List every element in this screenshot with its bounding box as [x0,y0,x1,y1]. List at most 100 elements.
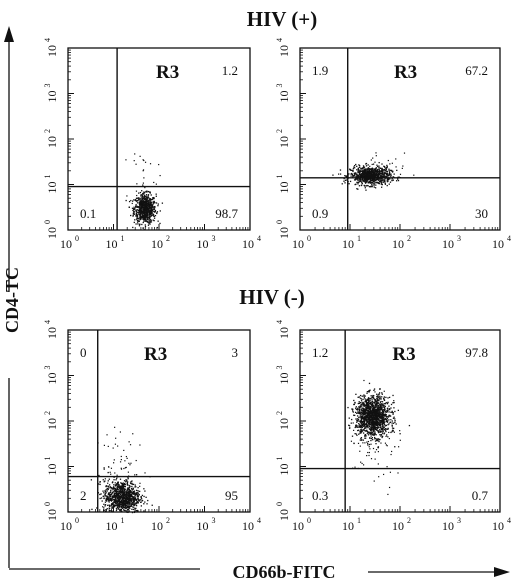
event-dot [133,504,135,506]
event-dot [125,500,128,503]
event-dot [118,504,120,506]
event-dot [110,495,112,497]
event-dot [361,174,363,176]
event-dot [142,227,144,229]
event-dot [379,171,381,174]
event-dot [363,427,366,430]
x-tick-exponent: 1 [357,234,361,243]
event-dot [131,495,134,498]
event-dot [387,409,389,411]
event-dot [140,496,142,498]
event-dot [120,458,122,461]
event-dot [109,487,111,489]
event-dot [141,204,143,206]
event-dot [372,171,374,174]
event-dot [116,484,118,486]
event-dot [124,488,126,491]
event-dot [359,450,361,452]
event-dot [120,467,122,469]
event-dot [150,221,153,223]
event-dot [124,491,126,494]
event-dot [361,417,363,420]
event-dot [387,401,389,404]
event-dot [344,179,347,182]
event-dot [371,420,373,422]
x-tick-label: 10 [242,519,254,533]
event-dot [139,499,141,501]
event-dot [131,497,133,500]
event-dot [114,497,117,499]
event-dot [387,493,389,496]
event-dot [136,205,138,207]
event-dot [142,169,145,171]
event-dot [374,438,376,440]
event-dot [374,425,376,427]
event-dot [115,500,117,503]
event-dot [371,404,374,407]
event-dot [107,482,109,484]
event-dot [395,180,398,182]
event-dot [360,168,362,170]
event-dot [377,451,379,453]
event-dot [137,212,140,214]
event-dot [365,435,367,437]
event-dot [135,459,137,462]
event-dot [137,197,139,199]
event-dot [382,421,385,424]
event-dot [126,457,128,459]
event-dot [111,510,113,512]
event-dot [153,219,155,222]
event-dot [371,175,373,177]
event-dot [148,208,150,210]
event-dot [360,184,363,186]
event-dot [363,413,366,416]
event-dot [129,493,132,496]
event-dot [135,507,137,509]
event-dot [348,424,350,426]
event-dot [372,176,375,178]
event-dot [115,502,117,505]
event-dot [366,455,368,457]
event-dot [370,430,372,432]
event-dot [389,181,392,183]
event-dot [399,177,401,179]
event-dot [360,404,362,406]
event-dot [375,415,377,417]
y-tick-exponent: 2 [43,129,52,133]
event-dot [378,176,381,178]
event-dot [386,410,388,413]
event-dot [143,213,145,215]
event-dot [385,424,387,427]
event-dot [122,494,124,496]
event-dot [375,168,377,170]
event-dot [382,429,384,431]
event-dot [148,198,151,200]
x-tick-exponent: 3 [457,516,461,525]
event-dot [377,422,379,424]
event-dot [153,181,155,184]
event-dot [363,395,365,397]
event-dot [386,164,388,167]
y-tick-exponent: 2 [275,129,284,133]
event-dot [358,165,361,167]
event-dot [381,428,383,430]
event-dot [383,402,385,405]
event-dot [150,205,153,207]
event-dot [376,165,379,168]
event-dot [113,501,115,503]
event-dot [370,425,373,427]
event-dot [378,166,380,169]
event-dot [151,214,153,216]
event-dot [382,420,385,423]
event-dot [380,429,383,431]
event-dot [373,177,375,179]
event-dot [355,418,357,420]
event-dot [380,183,382,185]
y-tick-label: 10 [277,464,291,476]
event-dot [376,411,378,413]
event-dot [140,200,142,203]
event-dot [383,414,386,416]
event-dot [107,485,110,488]
event-dot [378,398,381,400]
event-dot [350,440,353,442]
